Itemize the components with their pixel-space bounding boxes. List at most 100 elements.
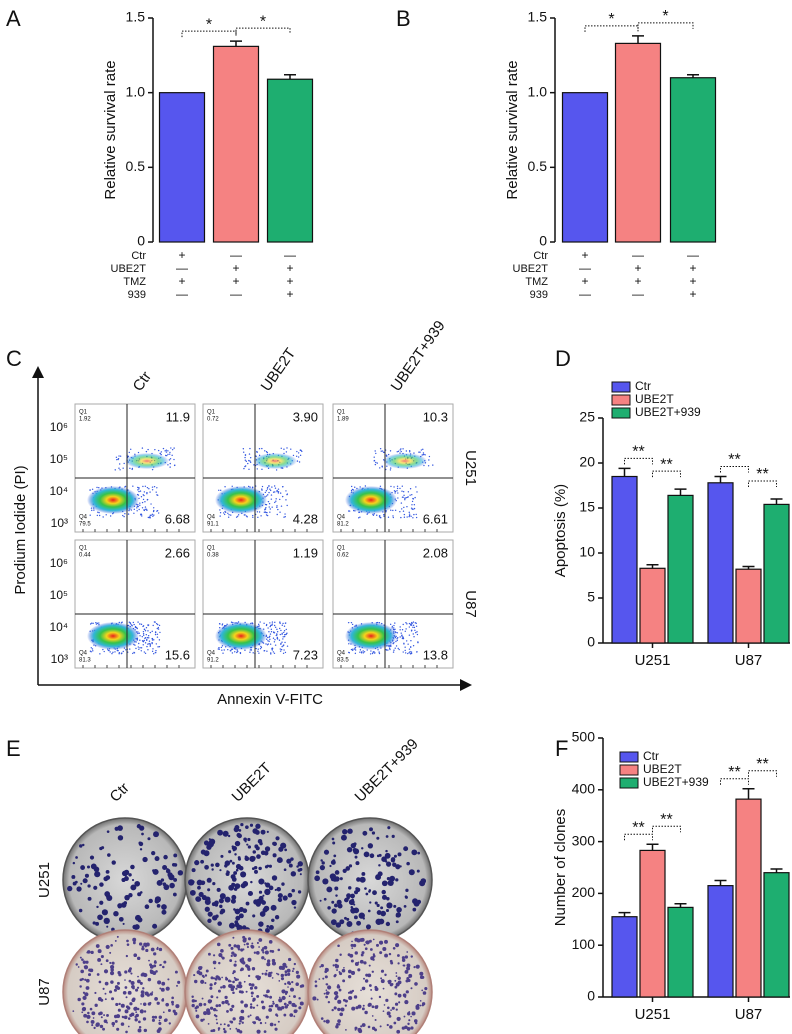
- event-dot: [141, 501, 144, 504]
- error-bar: [618, 467, 631, 477]
- colony: [220, 949, 224, 953]
- colony: [138, 1020, 141, 1024]
- event-dot: [413, 626, 416, 629]
- colony: [298, 997, 301, 1000]
- event-dot: [260, 646, 263, 649]
- colony: [364, 1010, 368, 1015]
- event-dot: [156, 623, 159, 626]
- event-dot: [264, 508, 267, 510]
- bar: [667, 906, 694, 998]
- colony: [191, 995, 194, 999]
- event-dot: [273, 652, 276, 655]
- colony: [286, 1003, 289, 1007]
- colony: [422, 991, 427, 995]
- colony: [250, 880, 253, 884]
- event-dot: [237, 514, 240, 516]
- event-dot: [412, 633, 414, 635]
- colony: [274, 915, 280, 920]
- y-tick-label: 10⁶: [50, 556, 68, 570]
- colony: [231, 845, 235, 848]
- density: [215, 622, 267, 650]
- event-dot: [276, 489, 278, 492]
- colony: [102, 987, 105, 990]
- event-dot: [280, 505, 283, 507]
- quadrant-value: 81.3: [79, 658, 91, 664]
- colony: [82, 995, 87, 1001]
- event-dot: [393, 649, 395, 651]
- colony: [247, 967, 251, 971]
- colony: [246, 945, 250, 949]
- colony: [299, 873, 302, 876]
- colony: [252, 1006, 256, 1009]
- colony: [147, 837, 151, 841]
- colony: [94, 991, 97, 995]
- density: [87, 622, 139, 650]
- quadrant-value: 2.08: [423, 545, 448, 560]
- colony: [218, 961, 221, 965]
- colony: [278, 980, 281, 982]
- colony: [82, 878, 88, 884]
- colony: [368, 939, 372, 943]
- colony: [255, 846, 260, 851]
- condition-mark: —: [579, 261, 591, 275]
- event-dot: [276, 638, 279, 640]
- colony: [401, 958, 406, 962]
- colony: [385, 849, 388, 853]
- event-dot: [416, 633, 419, 636]
- event-dot: [269, 622, 271, 624]
- colony: [395, 975, 398, 977]
- colony: [407, 1022, 410, 1026]
- event-dot: [404, 497, 406, 499]
- condition-mark: +: [286, 287, 293, 301]
- colony: [136, 986, 140, 989]
- event-dot: [279, 492, 282, 494]
- colony: [403, 904, 407, 908]
- event-dot: [373, 459, 376, 462]
- colony: [352, 943, 357, 948]
- colony: [341, 968, 346, 973]
- colony: [353, 915, 358, 920]
- significance-bracket: [584, 25, 639, 32]
- event-dot: [279, 650, 282, 652]
- colony: [389, 983, 393, 987]
- event-dot: [153, 653, 155, 655]
- colony: [406, 1027, 411, 1031]
- colony: [331, 908, 337, 914]
- colony: [284, 973, 288, 977]
- colony: [369, 853, 375, 859]
- event-dot: [147, 448, 149, 451]
- event-dot: [95, 621, 97, 624]
- colony: [290, 987, 295, 992]
- condition-mark: —: [632, 287, 644, 301]
- colony: [395, 878, 399, 882]
- colony: [385, 835, 389, 838]
- colony: [408, 973, 413, 978]
- colony: [345, 866, 351, 871]
- event-dot: [155, 643, 158, 645]
- event-dot: [419, 451, 421, 453]
- event-dot: [270, 498, 273, 500]
- event-dot: [96, 486, 98, 489]
- colony: [236, 1028, 241, 1033]
- event-dot: [412, 517, 414, 519]
- event-dot: [91, 509, 93, 512]
- colony: [233, 976, 236, 979]
- colony: [405, 990, 409, 994]
- x-tick-label: U251: [635, 652, 671, 669]
- colony: [229, 859, 233, 863]
- event-dot: [269, 488, 271, 490]
- event-dot: [147, 635, 150, 637]
- colony: [410, 1026, 414, 1030]
- colony: [149, 964, 154, 969]
- y-tick-label: 20: [579, 454, 595, 470]
- event-dot: [274, 621, 276, 624]
- event-dot: [227, 648, 229, 651]
- event-dot: [389, 648, 391, 651]
- quadrant-value: 7.23: [293, 647, 318, 662]
- colony: [416, 869, 420, 873]
- event-dot: [392, 516, 395, 519]
- legend-swatch: [611, 394, 631, 406]
- colony: [93, 866, 100, 873]
- colony: [315, 870, 320, 875]
- event-dot: [264, 491, 267, 494]
